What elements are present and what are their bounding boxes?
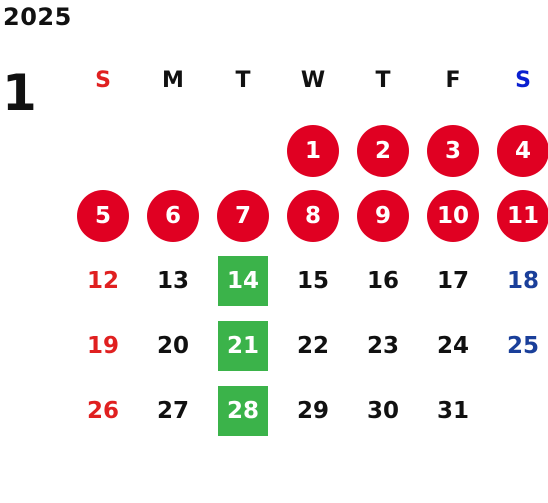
day-12[interactable]: 12 [86, 268, 119, 294]
day-27[interactable]: 27 [156, 398, 189, 424]
day-14[interactable]: 14 [218, 256, 268, 306]
day-21[interactable]: 21 [218, 321, 268, 371]
weekday-sun: S [95, 68, 111, 93]
day-18[interactable]: 18 [506, 268, 539, 294]
weekday-sat: S [515, 68, 531, 93]
day-3[interactable]: 3 [427, 125, 479, 177]
weekday-fri: F [445, 68, 461, 93]
day-29[interactable]: 29 [296, 398, 329, 424]
day-7[interactable]: 7 [217, 190, 269, 242]
day-26[interactable]: 26 [86, 398, 119, 424]
day-31[interactable]: 31 [436, 398, 469, 424]
day-1[interactable]: 1 [287, 125, 339, 177]
day-23[interactable]: 23 [366, 333, 399, 359]
day-30[interactable]: 30 [366, 398, 399, 424]
weekday-thu: T [375, 68, 391, 93]
day-22[interactable]: 22 [296, 333, 329, 359]
day-10[interactable]: 10 [427, 190, 479, 242]
day-28[interactable]: 28 [218, 386, 268, 436]
year-label: 2025 [3, 3, 72, 31]
weekday-wed: W [300, 68, 326, 93]
day-16[interactable]: 16 [366, 268, 399, 294]
day-15[interactable]: 15 [296, 268, 329, 294]
day-5[interactable]: 5 [77, 190, 129, 242]
day-6[interactable]: 6 [147, 190, 199, 242]
day-24[interactable]: 24 [436, 333, 469, 359]
day-9[interactable]: 9 [357, 190, 409, 242]
day-4[interactable]: 4 [497, 125, 548, 177]
day-11[interactable]: 11 [497, 190, 548, 242]
day-25[interactable]: 25 [506, 333, 539, 359]
weekday-tue: T [235, 68, 251, 93]
day-19[interactable]: 19 [86, 333, 119, 359]
day-13[interactable]: 13 [156, 268, 189, 294]
day-8[interactable]: 8 [287, 190, 339, 242]
month-number: 1 [2, 64, 37, 122]
day-17[interactable]: 17 [436, 268, 469, 294]
day-2[interactable]: 2 [357, 125, 409, 177]
day-20[interactable]: 20 [156, 333, 189, 359]
weekday-mon: M [162, 68, 184, 93]
